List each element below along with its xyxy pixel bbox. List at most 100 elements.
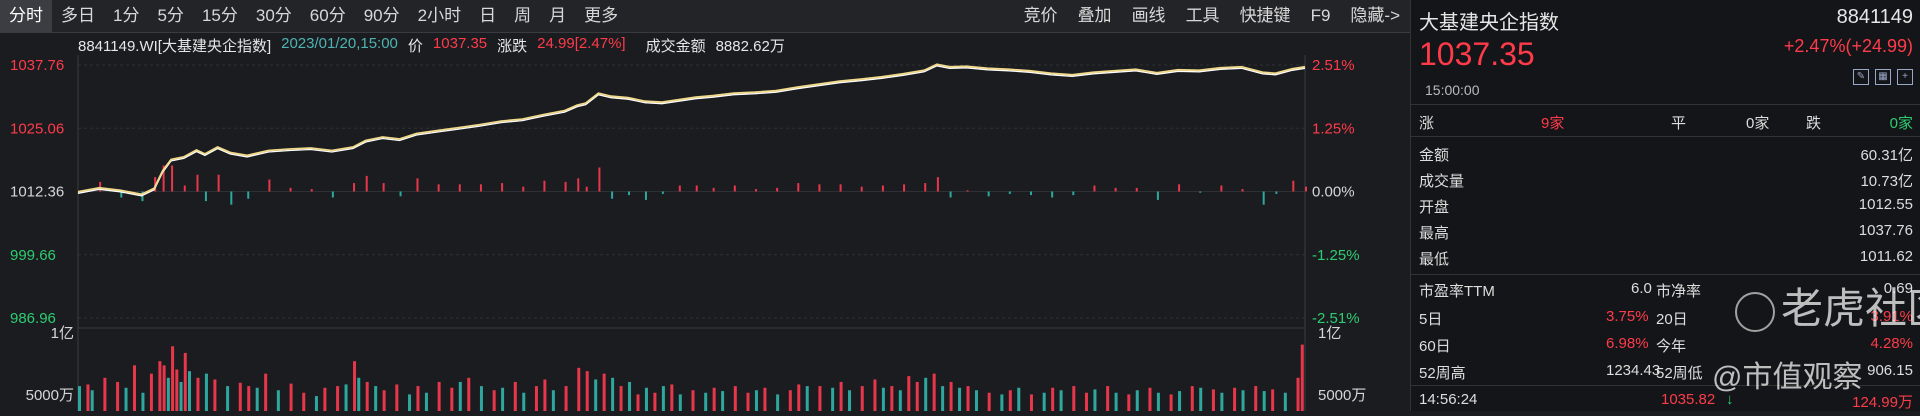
watermark-brand: 老虎社区 bbox=[1781, 285, 1920, 332]
add-icon[interactable]: + bbox=[1897, 69, 1913, 85]
volume-bar bbox=[424, 392, 428, 411]
momentum-bar bbox=[661, 191, 664, 194]
intraday-chart[interactable]: 1037.76 1025.06 1012.36 999.66 986.96 2.51% 1.… bbox=[0, 33, 1410, 411]
period-tab[interactable]: 60分 bbox=[309, 6, 346, 25]
index-code-name: 8841149.WI[大基建央企指数] bbox=[78, 38, 272, 55]
volume-bar bbox=[166, 377, 170, 411]
volume-bar bbox=[898, 390, 902, 411]
return-value: 906.15 bbox=[1867, 362, 1913, 379]
volume-bar bbox=[323, 387, 327, 411]
return-label: 今年 bbox=[1656, 338, 1687, 355]
tool-button[interactable]: 隐藏-> bbox=[1350, 6, 1400, 25]
amount-label: 成交金额 bbox=[645, 38, 706, 55]
volume-bar bbox=[881, 387, 885, 411]
tool-button[interactable]: 快捷键 bbox=[1239, 6, 1291, 25]
period-tab[interactable]: 15分 bbox=[201, 6, 238, 25]
momentum-bar bbox=[695, 185, 698, 192]
period-tab[interactable]: 更多 bbox=[584, 6, 619, 25]
volume-bar bbox=[585, 371, 589, 411]
momentum-bar bbox=[479, 184, 482, 192]
volume-bar bbox=[1169, 394, 1173, 411]
change-label: 涨跌 bbox=[497, 38, 528, 55]
tool-button[interactable]: 叠加 bbox=[1077, 6, 1112, 25]
volume-bar bbox=[763, 387, 767, 411]
volume-bar bbox=[1271, 389, 1275, 411]
volume-bar bbox=[754, 390, 758, 411]
tool-button[interactable]: 画线 bbox=[1131, 6, 1166, 25]
change-value: 24.99[2.47%] bbox=[537, 35, 626, 52]
volume-bar bbox=[1283, 392, 1287, 411]
momentum-bar bbox=[585, 186, 588, 192]
return-value: 6.98% bbox=[1606, 335, 1649, 352]
tool-button[interactable]: 竞价 bbox=[1023, 6, 1058, 25]
period-tab[interactable]: 90分 bbox=[363, 6, 400, 25]
volume-bar bbox=[805, 386, 809, 411]
chart-canvas[interactable]: 1037.76 1025.06 1012.36 999.66 986.96 2.51% 1.… bbox=[0, 33, 1410, 411]
pb-value: 0.69 bbox=[1883, 280, 1913, 297]
grid-icon[interactable]: ▦ bbox=[1875, 69, 1891, 85]
tools-group: 竞价 叠加 画线 工具 快捷键 F9 隐藏-> bbox=[1014, 0, 1410, 32]
period-tab[interactable]: 30分 bbox=[255, 6, 292, 25]
stat-value: 1012.55 bbox=[1858, 196, 1913, 213]
index-name: 大基建央企指数 bbox=[1419, 12, 1559, 34]
period-tab[interactable]: 1分 bbox=[113, 6, 140, 25]
period-tab[interactable]: 月 bbox=[549, 6, 567, 25]
price-line bbox=[77, 63, 1306, 196]
volume-bar bbox=[1254, 386, 1258, 411]
volume-bar bbox=[661, 386, 665, 411]
return-label: 60日 bbox=[1419, 338, 1451, 355]
momentum-bar bbox=[966, 190, 969, 192]
period-tab[interactable]: 多日 bbox=[61, 6, 95, 25]
stat-value: 10.73亿 bbox=[1860, 173, 1913, 190]
volume-bar bbox=[602, 373, 606, 411]
volume-bar bbox=[171, 346, 175, 411]
volume-bar bbox=[1148, 387, 1152, 411]
period-tab[interactable]: 2小时 bbox=[417, 6, 462, 25]
volume-tick-label: 1亿 bbox=[51, 325, 74, 342]
volume-bar bbox=[196, 377, 200, 411]
stat-label: 成交量 bbox=[1419, 173, 1465, 190]
volume-bar bbox=[133, 365, 137, 411]
pct-tick-label: -1.25% bbox=[1312, 247, 1360, 264]
volume-bar bbox=[678, 394, 682, 411]
volume-bar bbox=[116, 381, 120, 411]
period-toolbar: 分时 多日 1分 5分 15分 30分 60分 90分 2小时日周月更多 竞价 叠加 画线 工具 快捷键 F… bbox=[0, 0, 1410, 33]
volume-bar bbox=[924, 377, 928, 411]
momentum-bar bbox=[268, 179, 271, 192]
tiger-logo-icon bbox=[1735, 291, 1775, 332]
volume-bar bbox=[437, 381, 441, 411]
volume-bar bbox=[103, 377, 107, 411]
index-code: 8841149 bbox=[1836, 6, 1913, 28]
volume-bar bbox=[594, 379, 598, 411]
volume-bar bbox=[712, 387, 716, 411]
stat-value: 1037.76 bbox=[1858, 222, 1913, 239]
period-tab[interactable]: 5分 bbox=[157, 6, 184, 25]
tool-button[interactable]: F9 bbox=[1310, 6, 1331, 25]
tool-button[interactable]: 工具 bbox=[1185, 6, 1220, 25]
momentum-bar bbox=[712, 187, 715, 192]
volume-bar bbox=[289, 383, 293, 411]
quote-panel: 大基建央企指数 8841149 1037.35 +2.47%(+24.99) 1… bbox=[1410, 0, 1920, 411]
volume-bar bbox=[848, 390, 852, 411]
momentum-bar bbox=[1008, 191, 1011, 194]
edit-icon[interactable]: ✎ bbox=[1853, 69, 1869, 85]
momentum-bar bbox=[204, 191, 207, 202]
pb-label: 市净率 bbox=[1656, 283, 1702, 300]
volume-bar bbox=[183, 352, 187, 411]
volume-bar bbox=[534, 386, 538, 411]
volume-bar bbox=[86, 384, 90, 411]
momentum-bar bbox=[1135, 187, 1138, 192]
period-tab[interactable]: 日 bbox=[479, 6, 497, 25]
period-tab[interactable]: 分时 bbox=[0, 0, 52, 32]
volume-bar bbox=[839, 381, 843, 411]
last-price: 1037.35 bbox=[1419, 36, 1535, 72]
momentum-bar bbox=[183, 185, 186, 192]
tick-price: 1035.82 bbox=[1661, 391, 1716, 408]
volume-bar bbox=[467, 377, 471, 411]
volume-bar bbox=[522, 392, 526, 411]
period-tab[interactable]: 周 bbox=[514, 6, 532, 25]
momentum-bar bbox=[162, 165, 165, 192]
flat-count: 0家 bbox=[1746, 115, 1770, 132]
momentum-bar bbox=[1292, 180, 1295, 192]
stat-row: 开盘 1012.55 bbox=[1411, 192, 1920, 220]
